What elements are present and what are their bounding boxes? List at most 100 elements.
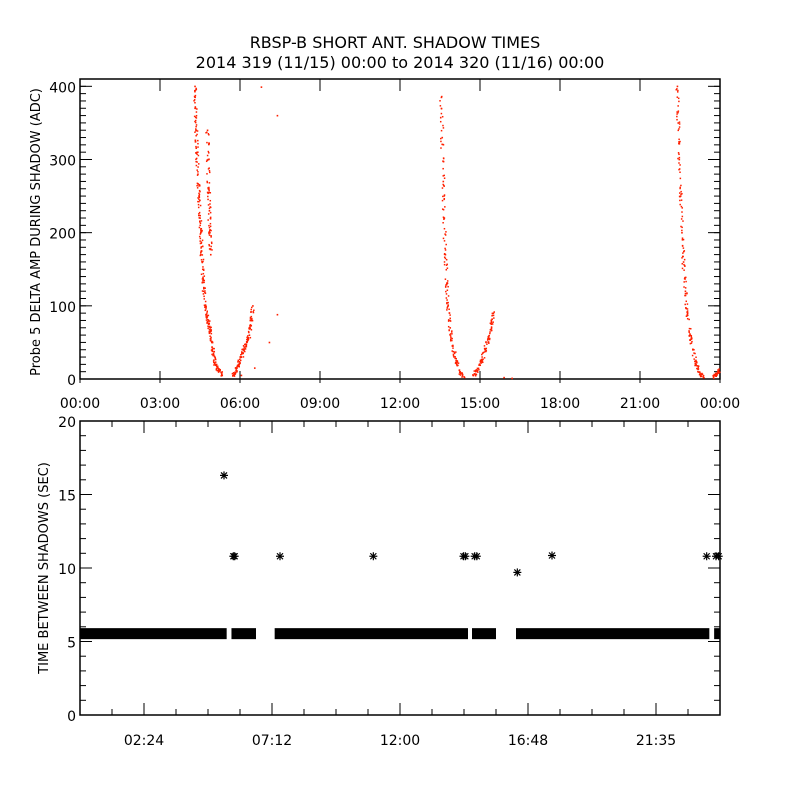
data-point: [200, 259, 203, 261]
y-tick-label: 0: [67, 373, 76, 389]
data-point: [442, 237, 445, 240]
data-point: [444, 285, 447, 288]
data-point: [455, 358, 457, 360]
data-point: [447, 285, 449, 288]
data-point: [250, 324, 253, 327]
data-point: [195, 164, 198, 167]
data-point: [199, 222, 202, 225]
data-point: [442, 160, 445, 163]
data-point: [200, 220, 203, 222]
data-point: [197, 203, 200, 206]
data-point: [444, 286, 447, 288]
data-point: [200, 230, 202, 232]
data-point: [208, 170, 211, 172]
data-point: [206, 173, 208, 175]
data-point: [442, 124, 444, 127]
data-point: [679, 140, 681, 143]
data-point: [677, 122, 680, 124]
data-point: [442, 167, 444, 170]
data-point: [207, 204, 210, 206]
data-point: [445, 293, 448, 295]
data-point: [209, 229, 211, 231]
data-point: [456, 360, 458, 362]
data-point: [445, 284, 447, 286]
data-point: [197, 166, 199, 168]
data-point: [197, 171, 199, 173]
data-point: [688, 330, 690, 332]
chart-title: RBSP-B SHORT ANT. SHADOW TIMES: [250, 33, 541, 52]
data-point: [446, 301, 448, 304]
data-point: [477, 371, 479, 373]
data-point: [200, 242, 203, 244]
data-point: [243, 346, 245, 348]
data-point: [688, 334, 690, 337]
data-point: [194, 106, 197, 108]
data-point: [234, 372, 237, 374]
data-point: [249, 319, 251, 322]
data-point: [441, 136, 444, 139]
data-point: [444, 233, 446, 235]
data-point: [684, 276, 686, 279]
data-point: [206, 154, 209, 157]
data-point: [445, 290, 447, 293]
data-point: [236, 370, 238, 372]
data-point: [452, 344, 454, 347]
data-point: [446, 307, 448, 309]
data-point: [684, 303, 686, 306]
bottom-y-axis-label: TIME BETWEEN SHADOWS (SEC): [37, 462, 52, 675]
data-point: [194, 101, 196, 104]
data-point: [452, 354, 455, 357]
data-point: [682, 220, 684, 222]
data-point: [446, 299, 448, 301]
data-point: [209, 335, 211, 337]
data-point: [250, 315, 253, 318]
data-point: [209, 222, 212, 225]
data-point: [441, 115, 444, 118]
data-point: [203, 287, 205, 289]
data-point: [194, 107, 196, 110]
data-point: [197, 206, 200, 209]
data-point: [443, 177, 446, 179]
data-point: [449, 340, 452, 342]
data-point: [713, 377, 715, 380]
data-point: [487, 336, 490, 339]
y-tick-label: 200: [49, 227, 76, 243]
y-tick-label: 400: [49, 80, 76, 96]
y-tick-label: 100: [49, 300, 76, 316]
data-point: [208, 186, 210, 189]
dense-star-band: [714, 628, 720, 640]
data-point: [691, 354, 694, 357]
data-point: [678, 192, 681, 194]
data-point: [247, 335, 249, 337]
data-point: [220, 374, 223, 376]
data-point: [678, 123, 681, 125]
data-point: [491, 312, 494, 315]
data-point: [202, 268, 205, 271]
data-point: [199, 190, 201, 193]
data-point: [204, 306, 206, 309]
data-point: [268, 341, 271, 344]
data-point: [202, 276, 204, 279]
data-point: [696, 361, 698, 364]
data-point: [689, 342, 692, 345]
data-point: [195, 124, 198, 126]
data-point: [689, 327, 692, 330]
data-point: [681, 263, 684, 265]
data-point: [209, 248, 212, 251]
data-point: [443, 227, 446, 230]
data-point: [681, 237, 684, 239]
data-point: [688, 318, 690, 321]
data-point: [444, 247, 446, 250]
data-point: [245, 345, 247, 348]
data-point: [201, 268, 204, 271]
data-point: [194, 90, 196, 93]
data-point: [678, 143, 681, 145]
data-point: [246, 336, 248, 339]
data-point: [439, 105, 442, 107]
data-point: [491, 322, 493, 325]
data-point: [503, 376, 505, 379]
data-point: [686, 292, 688, 295]
data-point: [717, 369, 720, 372]
data-point: [201, 290, 204, 292]
data-point: [449, 334, 451, 336]
